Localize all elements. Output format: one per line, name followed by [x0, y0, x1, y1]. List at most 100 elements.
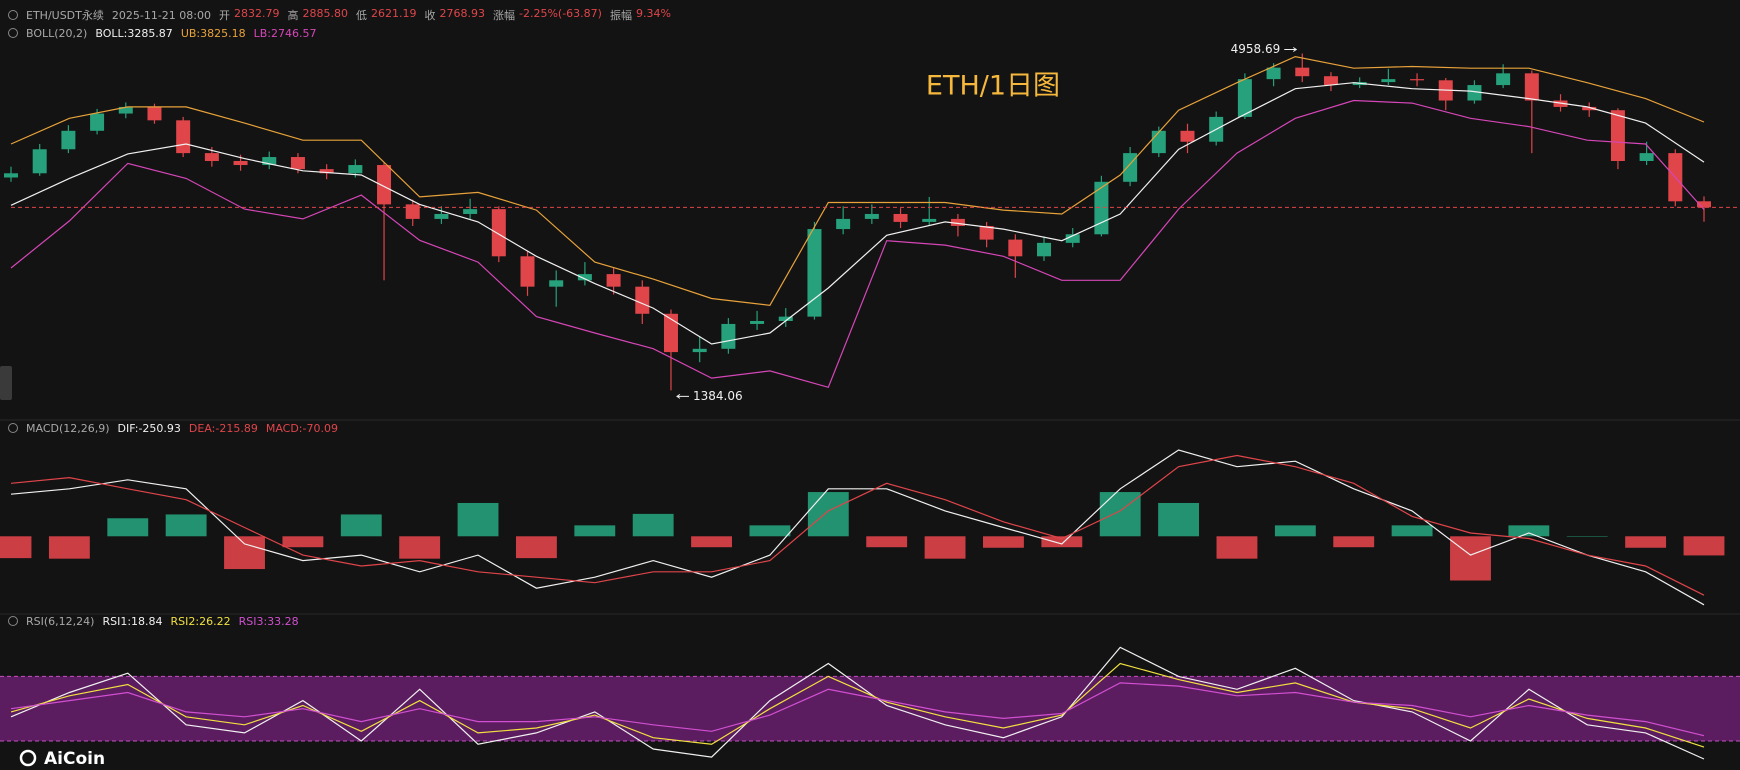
candle-body: [635, 286, 650, 314]
field-value: 2621.19: [371, 7, 417, 20]
macd-bar: [1274, 525, 1316, 537]
candle-body: [1295, 67, 1310, 77]
indicator-name: BOLL(20,2): [26, 26, 88, 40]
candle-body: [606, 274, 621, 287]
candle-body: [233, 161, 248, 166]
candle-body: [549, 280, 564, 287]
candle-body: [922, 218, 937, 222]
candle-body: [1697, 201, 1711, 208]
ohlc-field: 高 2885.80: [288, 7, 349, 23]
macd-bar: [1566, 536, 1608, 537]
legend-entry: BOLL:3285.87: [95, 26, 173, 40]
sidebar-handle[interactable]: [0, 366, 12, 400]
field-label: 振幅: [609, 9, 632, 22]
candle-body: [319, 169, 334, 174]
legend-entry: UB:3825.18: [180, 26, 246, 40]
macd-bar: [1450, 536, 1491, 581]
indicator-name: MACD(12,26,9): [26, 421, 110, 435]
indicator-name: RSI(6,12,24): [26, 614, 95, 628]
macd-bar: [1041, 536, 1083, 548]
candle-body: [491, 209, 506, 257]
macd-bar: [1391, 525, 1433, 537]
candle-body: [692, 348, 707, 353]
chart-title: ETH/1日图: [926, 71, 1060, 102]
boll-legend: BOLL(20,2) BOLL:3285.87 UB:3825.18 LB:2746.…: [8, 25, 316, 41]
indicator-line: [10, 662, 1705, 748]
candle-body: [4, 173, 18, 178]
field-value: 2832.79: [234, 7, 280, 20]
candle-body: [176, 120, 191, 154]
legend-entry: LB:2746.57: [253, 26, 317, 40]
field-value: 9.34%: [635, 7, 671, 20]
candle-body: [1610, 110, 1625, 162]
candle-body: [1094, 181, 1109, 235]
macd-bar: [1508, 525, 1550, 537]
candle-body: [204, 153, 219, 162]
candle-body: [377, 165, 392, 205]
candle-body: [979, 225, 994, 240]
ohlc-field: 开 2832.79: [219, 7, 280, 23]
candle-body: [1524, 73, 1539, 101]
field-label: 开: [219, 9, 230, 22]
indicator-line: [10, 682, 1705, 737]
macd-bar: [515, 536, 557, 559]
candle-body: [1381, 79, 1396, 83]
watermark-text: AiCoin: [44, 749, 105, 769]
collapse-icon[interactable]: [8, 10, 18, 20]
ohlc-field: 涨幅 -2.25%(-63.87): [493, 7, 602, 23]
candle-body: [1151, 130, 1166, 154]
indicator-icon[interactable]: [8, 616, 18, 626]
candle-body: [1237, 79, 1252, 117]
legend-entry: DEA:-215.89: [188, 421, 258, 435]
field-label: 收: [424, 9, 436, 22]
macd-bar: [0, 536, 32, 559]
candle-body: [1553, 100, 1568, 107]
indicator-icon[interactable]: [8, 423, 18, 433]
macd-bar: [983, 536, 1024, 548]
macd-legend: MACD(12,26,9) DIF:-250.93 DEA:-215.89 MACD:…: [8, 420, 338, 436]
min-price-label: 1384.06: [693, 389, 743, 403]
macd-bar: [107, 518, 149, 537]
macd-bar: [924, 536, 966, 559]
symbol: ETH/USDT永续: [26, 9, 104, 22]
candle-body: [778, 316, 793, 322]
candle-body: [1639, 153, 1654, 162]
macd-bar: [48, 536, 90, 559]
indicator-line: [10, 99, 1705, 389]
indicator-icon[interactable]: [8, 28, 18, 38]
macd-bar: [749, 525, 791, 537]
macd-bar: [282, 536, 324, 548]
candle-body: [721, 323, 736, 349]
macd-bar: [632, 513, 674, 537]
macd-bar: [1333, 536, 1375, 548]
ohlc-field: 振幅 9.34%: [610, 7, 671, 23]
field-value: 2768.93: [439, 7, 486, 20]
label-arrow: [676, 393, 689, 399]
candle-body: [118, 106, 133, 114]
field-value: -2.25%(-63.87): [519, 7, 602, 20]
candle-body: [463, 209, 478, 214]
indicator-line: [10, 82, 1705, 345]
ohlc-field: 收 2768.93: [425, 7, 486, 23]
indicator-line: [10, 55, 1705, 306]
macd-bar: [1158, 502, 1200, 537]
candle-body: [663, 313, 678, 353]
candle-body: [262, 157, 277, 166]
candle-body: [1410, 79, 1425, 81]
candle-body: [90, 113, 105, 131]
candle-body: [1467, 85, 1482, 101]
indicator-line: [10, 449, 1705, 606]
rsi-legend: RSI(6,12,24) RSI1:18.84 RSI2:26.22 RSI3:33.…: [8, 613, 299, 629]
candle-body: [1266, 67, 1281, 80]
field-label: 低: [356, 9, 367, 22]
time: 2025-11-21 08:00: [111, 8, 211, 22]
candle-body: [577, 274, 592, 281]
macd-bar: [399, 536, 441, 559]
legend-entry: MACD:-70.09: [265, 421, 338, 435]
candle-body: [893, 213, 908, 222]
candle-body: [434, 213, 449, 219]
candle-body: [1008, 239, 1023, 257]
macd-bar: [224, 536, 265, 570]
candle-body: [147, 106, 162, 121]
